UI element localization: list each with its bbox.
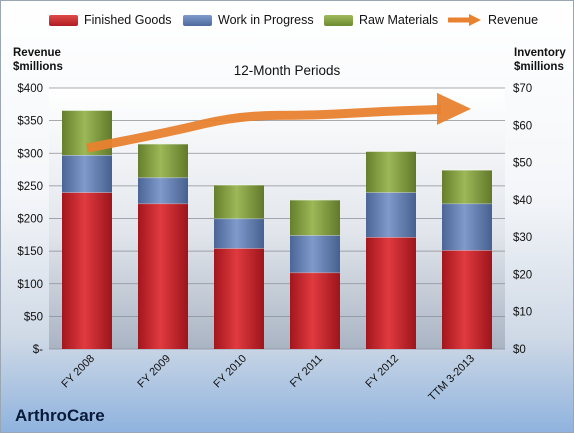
bar-finished-goods xyxy=(366,237,416,349)
bar-finished-goods xyxy=(214,248,264,349)
right-tick-label: $70 xyxy=(513,83,532,95)
x-tick-label: TTM 3-2013 xyxy=(426,353,477,401)
left-tick-label: $350 xyxy=(17,116,43,128)
x-tick-label: FY 2009 xyxy=(135,353,173,391)
legend-label-revenue: Revenue xyxy=(488,13,539,27)
legend-label-finished-goods: Finished Goods xyxy=(84,13,172,27)
legend-swatch-work-in-progress xyxy=(183,14,212,26)
x-tick-label: FY 2011 xyxy=(288,353,325,390)
bar-work-in-progress xyxy=(442,203,492,251)
legend-item-raw-materials: Raw Materials xyxy=(324,10,438,30)
left-tick-label: $- xyxy=(33,344,43,356)
right-tick-label: $40 xyxy=(513,195,532,207)
chart-title: 12-Month Periods xyxy=(233,63,341,78)
left-axis-title: Revenue $millions xyxy=(13,46,63,74)
legend-arrow-icon xyxy=(448,14,481,26)
right-tick-label: $60 xyxy=(513,120,532,132)
left-tick-label: $50 xyxy=(24,311,43,323)
revenue-arrowhead xyxy=(437,92,471,125)
right-tick-label: $30 xyxy=(513,232,532,244)
x-tick-label: FY 2008 xyxy=(59,353,97,391)
left-tick-label: $300 xyxy=(17,148,43,160)
revenue-line xyxy=(86,104,442,153)
left-tick-label: $250 xyxy=(17,181,43,193)
legend: Finished Goods Work in Progress Raw Mate… xyxy=(1,10,573,30)
bar-work-in-progress xyxy=(290,235,340,273)
left-tick-label: $400 xyxy=(17,83,43,95)
bar-work-in-progress xyxy=(138,177,188,204)
left-tick-label: $150 xyxy=(17,246,43,258)
right-tick-label: $50 xyxy=(513,158,532,170)
left-axis-title-line-1: Revenue xyxy=(13,47,61,59)
bar-raw-materials xyxy=(290,199,340,236)
legend-label-raw-materials: Raw Materials xyxy=(359,13,439,27)
bar-work-in-progress xyxy=(214,218,264,249)
right-axis-title-line-2: $millions xyxy=(514,61,564,73)
bar-finished-goods xyxy=(290,272,340,349)
bar-finished-goods xyxy=(442,250,492,349)
bar-raw-materials xyxy=(138,143,188,178)
bar-finished-goods xyxy=(62,192,112,349)
legend-item-work-in-progress: Work in Progress xyxy=(183,10,314,30)
right-tick-label: $0 xyxy=(513,344,526,356)
left-axis-title-line-2: $millions xyxy=(13,61,63,73)
legend-label-work-in-progress: Work in Progress xyxy=(218,13,314,27)
right-axis-title-line-1: Inventory xyxy=(514,47,566,59)
chart-plot: $- $50 $100 $150 $200 $250 $300 $350 $400 $0 $10 $2… xyxy=(17,83,532,401)
right-tick-label: $20 xyxy=(513,269,532,281)
legend-swatch-raw-materials xyxy=(324,14,353,26)
bar-raw-materials xyxy=(214,184,264,219)
right-tick-label: $10 xyxy=(513,307,532,319)
bar-work-in-progress xyxy=(366,192,416,238)
x-tick-label: FY 2012 xyxy=(363,353,401,391)
left-tick-label: $200 xyxy=(17,214,43,226)
bar-raw-materials xyxy=(366,151,416,193)
company-name: ArthroCare xyxy=(15,406,105,425)
bar-raw-materials xyxy=(442,170,492,204)
legend-swatch-finished-goods xyxy=(49,14,78,26)
legend-item-revenue: Revenue xyxy=(448,10,538,30)
bar-work-in-progress xyxy=(62,155,112,193)
left-tick-label: $100 xyxy=(17,279,43,291)
bar-finished-goods xyxy=(138,203,188,349)
x-tick-label: FY 2010 xyxy=(211,353,249,391)
legend-item-finished-goods: Finished Goods xyxy=(49,10,172,30)
right-axis-title: Inventory $millions xyxy=(514,46,566,74)
